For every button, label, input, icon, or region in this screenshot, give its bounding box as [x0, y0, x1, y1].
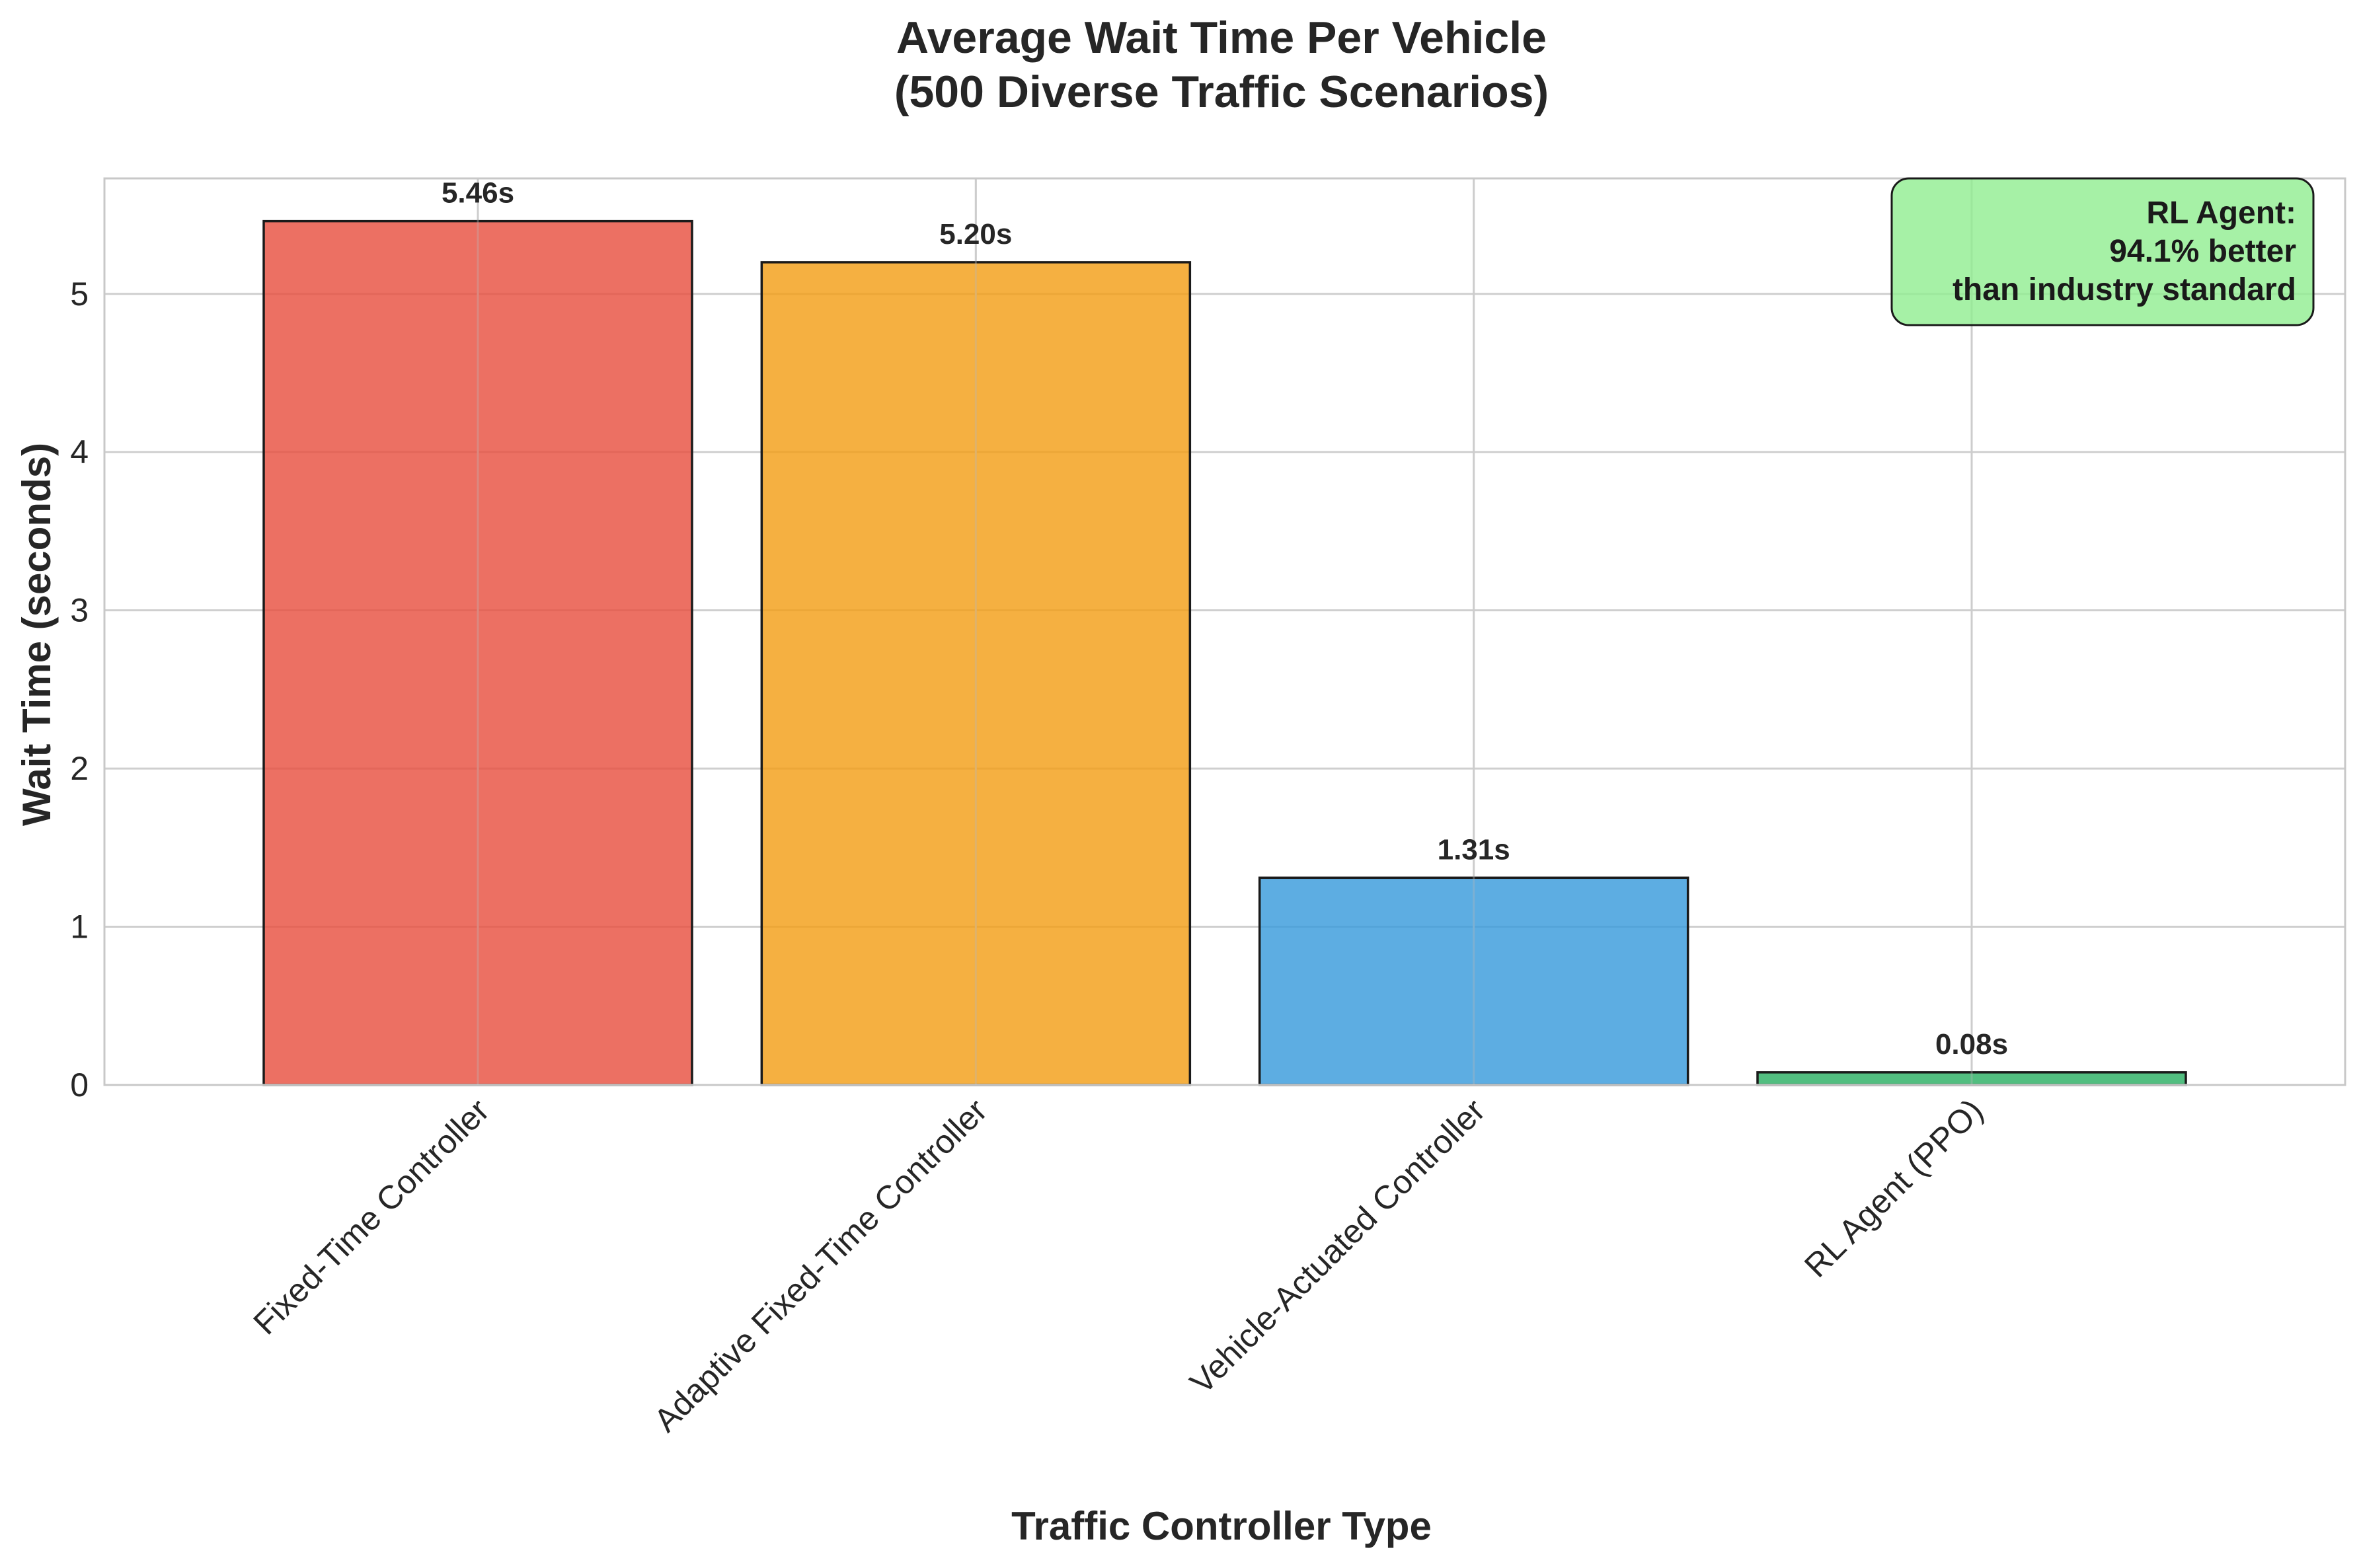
x-tick-label-4: RL Agent (PPO) — [1797, 1092, 1990, 1285]
annotation-background — [1890, 177, 2315, 326]
bar-value-label-1: 5.46s — [442, 177, 514, 209]
bar-1 — [262, 219, 693, 1086]
y-tick-label-2: 2 — [70, 750, 89, 787]
bar-2 — [760, 261, 1192, 1086]
y-tick-label-1: 1 — [70, 909, 89, 946]
bar-value-label-4: 0.08s — [1935, 1028, 2008, 1061]
annotation-line-1: RL Agent: — [2146, 196, 2296, 231]
x-tick-label-2: Adaptive Fixed-Time Controller — [647, 1092, 995, 1439]
annotation-line-3: than industry standard — [1953, 272, 2296, 307]
y-tick-label-0: 0 — [70, 1066, 89, 1103]
plot-frame — [103, 177, 2346, 1086]
y-tick-label-5: 5 — [70, 276, 89, 313]
chart-title-line-2: (500 Diverse Traffic Scenarios) — [894, 67, 1549, 117]
annotation-box: RL Agent: 94.1% better than industry sta… — [1890, 177, 2315, 326]
y-tick-label-4: 4 — [70, 433, 89, 470]
y-tick-label-3: 3 — [70, 592, 89, 629]
chart-title-line-1: Average Wait Time Per Vehicle — [896, 13, 1547, 63]
x-tick-label-3: Vehicle-Actuated Controller — [1182, 1092, 1492, 1401]
annotation-line-2: 94.1% better — [2109, 234, 2296, 269]
bar-value-label-2: 5.20s — [939, 218, 1012, 250]
bar-value-label-3: 1.31s — [1438, 833, 1510, 866]
x-axis-ticks: Fixed-Time Controller Adaptive Fixed-Time… — [247, 1092, 1990, 1439]
bar-value-labels: 5.46s 5.20s 1.31s 0.08s — [442, 177, 2008, 1061]
y-axis-label: Wait Time (seconds) — [15, 443, 59, 826]
x-axis-label: Traffic Controller Type — [1011, 1504, 1432, 1548]
x-tick-label-1: Fixed-Time Controller — [247, 1092, 496, 1341]
y-axis-ticks: 0 1 2 3 4 5 — [70, 276, 89, 1103]
